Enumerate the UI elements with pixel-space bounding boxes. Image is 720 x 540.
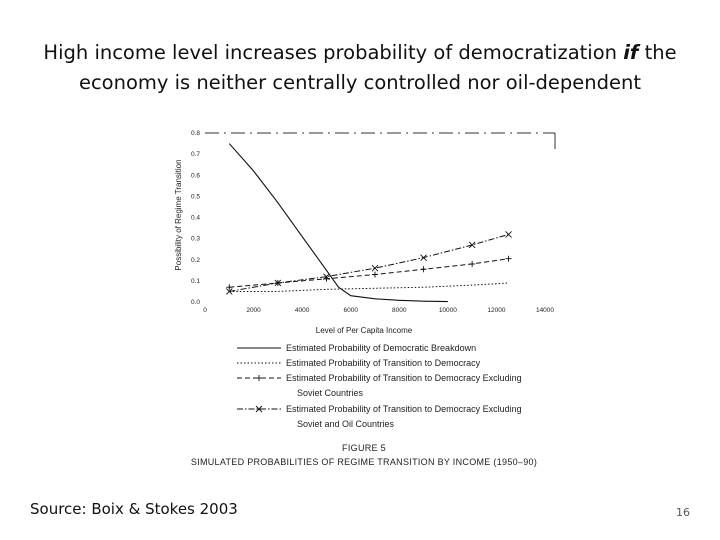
x-tick-label: 12000 <box>487 307 505 314</box>
y-tick-label: 0.4 <box>191 215 200 222</box>
x-marker-b <box>255 405 263 413</box>
title-part-2: the economy is neither centrally control… <box>78 41 677 94</box>
x-marker-b <box>323 273 330 280</box>
legend-label-4: Estimated Probability of Transition to D… <box>286 404 522 414</box>
x-marker-b <box>371 264 379 272</box>
series-line-1 <box>228 143 448 303</box>
legend-label-1: Estimated Probability of Democratic Brea… <box>286 343 476 353</box>
figure-caption: SIMULATED PROBABILITIES OF REGIME TRANSI… <box>191 457 537 467</box>
x-axis-label: Level of Per Capita Income <box>316 326 413 335</box>
title-emphasis: if <box>623 41 639 64</box>
series-line-4 <box>229 233 509 292</box>
legend-label-3: Estimated Probability of Transition to D… <box>286 373 522 383</box>
x-tick-label: 2000 <box>246 307 261 314</box>
page-number: 16 <box>676 506 690 519</box>
title-part-1: High income level increases probability … <box>43 41 624 64</box>
y-tick-label: 0.0 <box>191 299 200 306</box>
x-marker-b <box>420 254 427 261</box>
legend-label-4-cont: Soviet and Oil Countries <box>297 419 395 429</box>
x-tick-label: 8000 <box>392 307 407 314</box>
y-tick-label: 0.8 <box>191 130 200 137</box>
x-tick-label: 4000 <box>295 307 310 314</box>
legend-label-2: Estimated Probability of Transition to D… <box>286 358 481 368</box>
slide-title: High income level increases probability … <box>20 38 700 98</box>
x-tick-label: 0 <box>203 307 207 314</box>
source-citation: Source: Boix & Stokes 2003 <box>30 500 238 518</box>
y-tick-label: 0.3 <box>191 236 200 243</box>
legend: Estimated Probability of Democratic Brea… <box>237 343 522 429</box>
y-tick-label: 0.7 <box>191 151 200 158</box>
series-line-3 <box>229 258 509 288</box>
x-tick-label: 14000 <box>536 307 554 314</box>
x-marker-b <box>274 279 282 287</box>
legend-label-3-cont: Soviet Countries <box>297 388 364 398</box>
x-tick-label: 10000 <box>439 307 457 314</box>
y-tick-label: 0.1 <box>191 278 200 285</box>
x-marker-b <box>225 288 233 295</box>
series-line-2 <box>229 282 509 292</box>
y-tick-label: 0.5 <box>191 193 200 200</box>
y-tick-label: 0.6 <box>191 172 200 179</box>
y-axis-label: Possibility of Regime Transition <box>174 159 183 270</box>
y-tick-label: 0.2 <box>191 257 200 264</box>
x-marker-b <box>505 231 512 238</box>
x-tick-label: 6000 <box>343 307 358 314</box>
figure-label: FIGURE 5 <box>342 443 386 453</box>
x-marker-b <box>468 241 476 249</box>
